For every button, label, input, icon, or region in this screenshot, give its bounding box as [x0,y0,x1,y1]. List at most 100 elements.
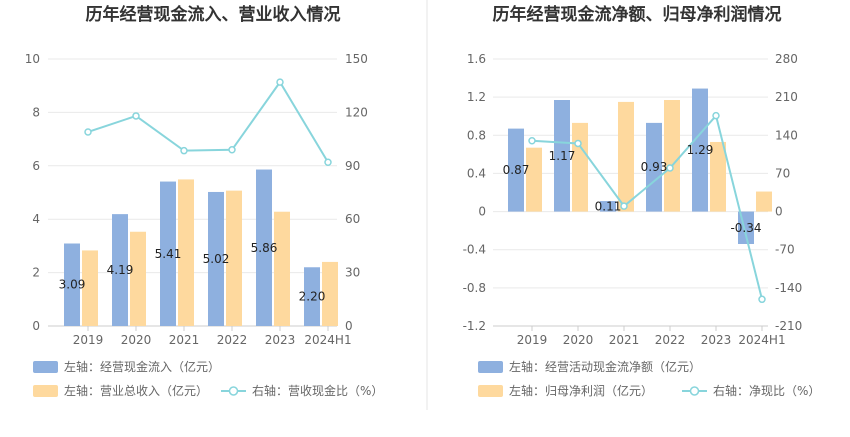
chart1-bar-blue [64,243,80,326]
chart2-bar-value-label: 0.11 [595,199,622,213]
chart2-x-tick-label: 2021 [609,333,640,347]
chart1-line-series [87,80,329,163]
chart2-bar-value-label: -0.34 [730,221,761,235]
chart2-line-point [666,164,674,172]
chart2-legend-label-line: 右轴：净现比（%） [713,383,820,398]
chart2-bar-blue [554,100,570,212]
chart1-left-tick-label: 8 [32,105,40,119]
chart2-bar-blue [508,128,524,212]
chart2-left-tick-label: -1.2 [463,319,486,333]
chart2-bar-orange [664,100,680,212]
chart1-x-tick-label: 2019 [73,333,104,347]
chart2-bar-orange [756,191,772,212]
chart1-line-point [324,158,332,166]
chart1-bar-orange [130,231,146,326]
chart1-right-tick-label: 90 [345,159,360,173]
chart2-line-point [574,139,582,148]
chart2-bar-value-label: 0.87 [503,163,530,177]
chart1-title: 历年经营现金流入、营业收入情况 [86,4,341,25]
chart1-bar-blue [208,191,224,326]
chart2-left-tick-label: 0.8 [467,128,486,142]
chart2-legend-swatch-orange [478,385,503,397]
chart2-legend-swatch-line-marker [689,386,700,396]
chart1-line-point [84,128,92,136]
chart2-bar-value-label: 1.17 [549,149,576,163]
chart2-left-tick-label: 0.4 [467,166,486,180]
chart2-right-tick-label: -210 [775,319,802,333]
chart1-left-tick-label: 10 [25,52,40,66]
chart1-line-point [132,112,140,120]
chart2-left-tick-label: -0.8 [463,281,486,295]
chart1-legend-swatch-blue [33,361,58,373]
chart2-legend-label-orange: 左轴：归母净利润（亿元） [509,383,653,398]
chart1-x-tick-label: 2020 [121,333,152,347]
chart2-line-point [758,295,766,304]
chart1-bar-value-label: 5.02 [203,252,230,266]
chart2-x-tick-label: 2020 [563,333,594,347]
chart2-bar-blue [646,122,662,212]
chart1-bar-orange [226,190,242,326]
chart2-bar-orange [710,141,726,212]
chart1-line-point [228,146,236,154]
chart2-left-tick-label: 1.6 [467,52,486,66]
chart1-bar-value-label: 3.09 [59,278,86,292]
chart1-bar-value-label: 5.41 [155,247,182,261]
chart1-x-tick-label: 2022 [217,333,248,347]
chart1-bar-value-label: 4.19 [107,263,134,277]
chart2-right-tick-label: 280 [775,52,798,66]
chart1-legend-label-line: 右轴：营收现金比（%） [252,383,383,398]
chart1-legend-swatch-orange [33,385,58,397]
chart1-bar-orange [322,261,338,326]
chart2-line-point [620,202,628,210]
chart2-x-tick-label: 2019 [517,333,548,347]
chart2-left-tick-label: 0 [478,205,486,219]
chart1-right-tick-label: 30 [345,266,360,280]
chart2-line-series [531,113,763,300]
chart1-left-tick-label: 0 [32,319,40,333]
chart2-line-point [712,111,720,120]
chart2-legend-swatch-blue [478,361,503,373]
chart2-bar-orange [618,101,634,212]
chart2-bar-value-label: 0.93 [641,160,668,174]
chart1-legend-label-orange: 左轴：营业总收入（亿元） [64,383,208,398]
chart1-bar-orange [82,250,98,326]
chart1-x-tick-label: 2024H1 [304,333,351,347]
chart1-bar-orange [178,179,194,326]
chart2-right-tick-label: 210 [775,90,798,104]
chart2-x-tick-label: 2022 [655,333,686,347]
chart2-right-tick-label: 140 [775,128,798,142]
chart2-right-tick-label: 0 [775,205,783,219]
chart1-bar-blue [256,169,272,326]
chart1-bar-value-label: 2.20 [299,290,326,304]
chart1-bar-orange [274,211,290,326]
chart2-left-tick-label: 1.2 [467,90,486,104]
chart1-x-tick-label: 2023 [265,333,296,347]
chart2-bar-blue [600,201,616,212]
chart2-x-tick-label: 2023 [701,333,732,347]
chart2-legend-label-blue: 左轴：经营活动现金流净额（亿元） [509,359,701,374]
chart2-right-tick-label: -70 [775,243,795,257]
chart1-line-point [276,78,284,86]
chart2-x-tick-label: 2024H1 [738,333,785,347]
chart1-left-tick-label: 6 [32,159,40,173]
chart1-x-tick-label: 2021 [169,333,200,347]
chart1-legend-swatch-line-marker [228,386,239,396]
chart2-bar-orange [526,147,542,212]
chart1-right-tick-label: 0 [345,319,353,333]
chart2-right-tick-label: -140 [775,281,802,295]
chart2-bar-orange [572,122,588,212]
chart1-line-point [180,146,188,155]
chart2-bar-value-label: 1.29 [687,143,714,157]
chart1-left-tick-label: 2 [32,266,40,280]
chart1-bar-blue [112,214,128,326]
chart1-right-tick-label: 120 [345,105,368,119]
chart1-left-tick-label: 4 [32,212,40,226]
chart2-title: 历年经营现金流净额、归母净利润情况 [493,4,782,25]
chart1-bar-blue [304,267,320,326]
chart1-bar-value-label: 5.86 [251,241,278,255]
chart1-bar-blue [160,181,176,326]
chart2-bar-blue [692,88,708,212]
chart1-right-tick-label: 60 [345,212,360,226]
chart2-right-tick-label: 70 [775,166,790,180]
